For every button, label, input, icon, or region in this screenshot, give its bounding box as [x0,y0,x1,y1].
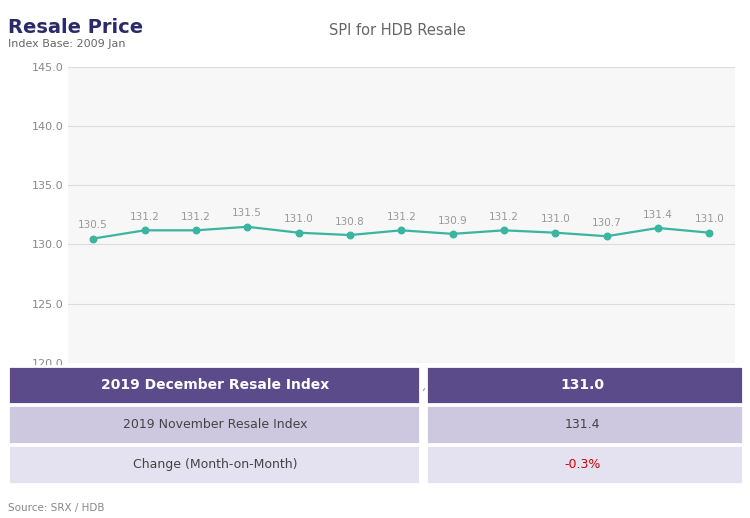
Text: 130.8: 130.8 [335,217,364,227]
Text: 2019 November Resale Index: 2019 November Resale Index [123,418,308,431]
Text: 131.5: 131.5 [232,208,262,219]
Text: SPI for HDB Resale: SPI for HDB Resale [329,23,466,38]
Text: -0.3%: -0.3% [565,458,601,471]
Point [498,226,510,235]
Text: 131.2: 131.2 [489,212,519,222]
Text: 130.5: 130.5 [78,220,108,231]
Text: 131.4: 131.4 [565,418,601,431]
FancyBboxPatch shape [8,406,420,444]
Point [601,232,613,240]
Point [190,226,202,235]
FancyBboxPatch shape [8,445,420,484]
Text: 131.0: 131.0 [694,214,724,224]
FancyBboxPatch shape [426,445,742,484]
Text: 131.2: 131.2 [181,212,211,222]
Point [87,235,99,243]
Text: 131.4: 131.4 [643,210,673,220]
Point [292,228,304,237]
Text: 130.9: 130.9 [438,215,467,225]
Text: 131.0: 131.0 [561,378,604,392]
Point [549,228,561,237]
Text: 130.7: 130.7 [592,218,622,228]
Point [139,226,151,235]
Text: Source: SRX / HDB: Source: SRX / HDB [8,503,104,513]
Text: 2019 December Resale Index: 2019 December Resale Index [101,378,329,392]
Point [446,229,458,238]
Text: Change (Month-on-Month): Change (Month-on-Month) [133,458,298,471]
Text: 131.0: 131.0 [284,214,314,224]
FancyBboxPatch shape [8,366,420,405]
FancyBboxPatch shape [426,406,742,444]
Point [344,231,356,239]
Text: 131.0: 131.0 [541,214,570,224]
Text: Index Base: 2009 Jan: Index Base: 2009 Jan [8,39,125,49]
Text: Resale Price: Resale Price [8,18,142,37]
Point [704,228,716,237]
Text: 131.2: 131.2 [130,212,160,222]
Point [242,223,254,231]
Text: 131.2: 131.2 [386,212,416,222]
Point [652,224,664,232]
FancyBboxPatch shape [426,366,742,405]
Point [395,226,407,235]
